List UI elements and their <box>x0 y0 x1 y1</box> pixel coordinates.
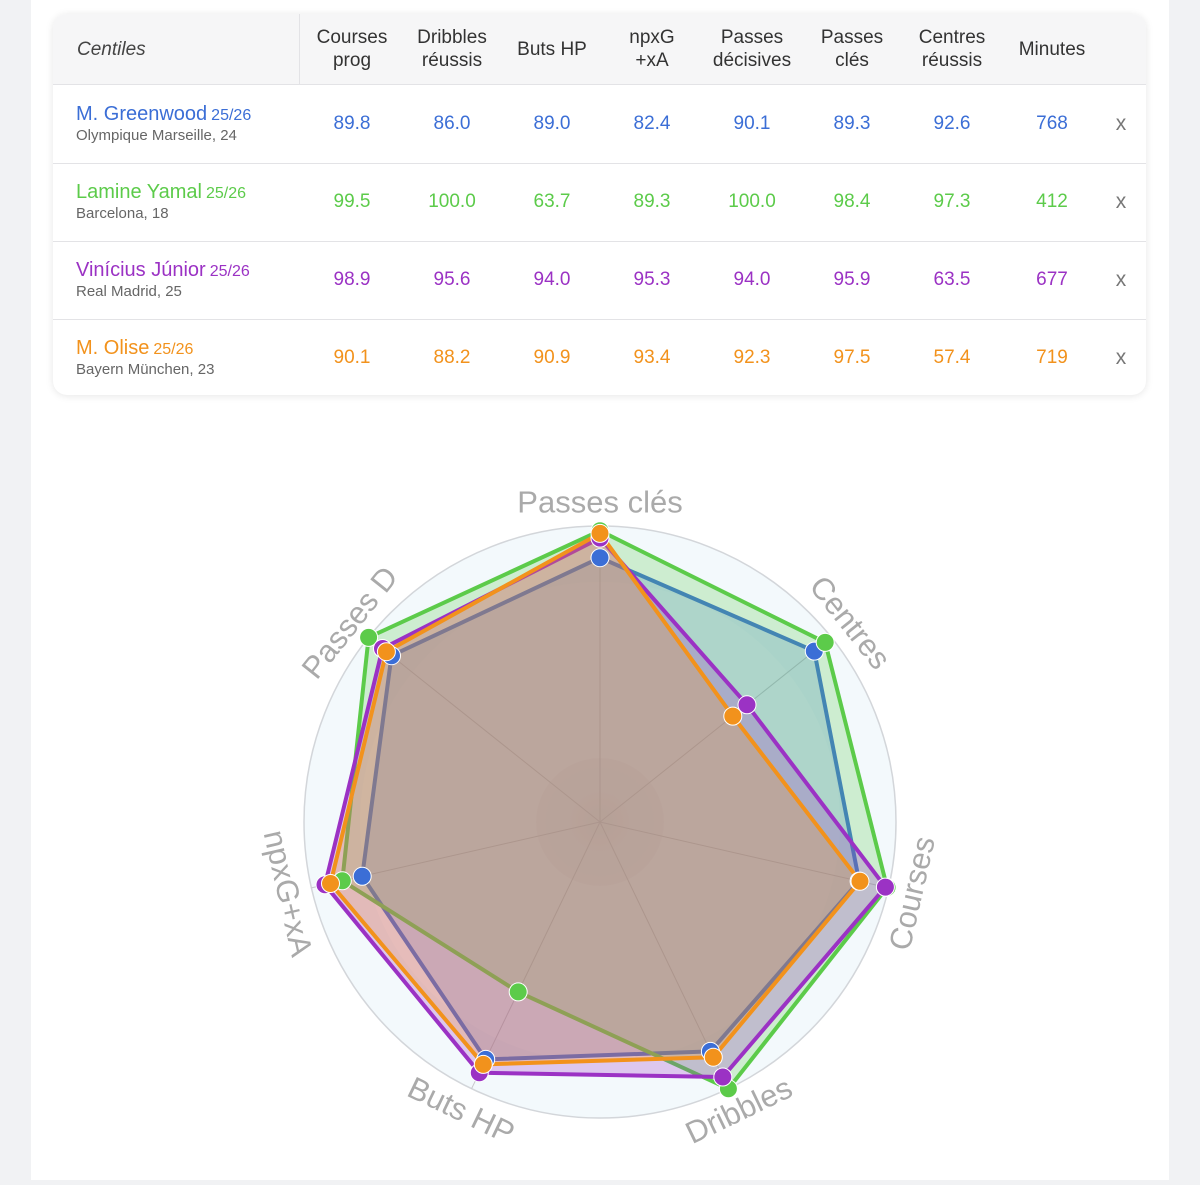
value-cell: 100.0 <box>728 191 776 212</box>
value-cell: 98.4 <box>833 191 871 212</box>
value-cell: 89.3 <box>833 113 871 134</box>
table-row: Lamine Yamal 25/26 Barcelona, 18 99.5 100… <box>53 163 1146 242</box>
radar-point[interactable] <box>590 548 610 568</box>
value-cell: 97.3 <box>933 191 971 212</box>
player-club: Olympique Marseille, 24 <box>76 127 237 144</box>
value-cell: 82.4 <box>633 113 671 134</box>
radar-axis-label: Passes clés <box>517 485 682 520</box>
player-name[interactable]: Vinícius Júnior 25/26 <box>76 259 250 281</box>
radar-point[interactable] <box>473 1054 493 1074</box>
radar-point[interactable] <box>737 695 757 715</box>
percentile-table: Centiles Courses prog Dribbles réussis But… <box>53 14 1146 395</box>
radar-series-m-olise[interactable] <box>328 531 862 1067</box>
value-cell: 90.9 <box>533 347 571 368</box>
value-cell: 90.1 <box>733 113 771 134</box>
radar-point[interactable] <box>713 1067 733 1087</box>
value-cell: 92.6 <box>933 113 971 134</box>
col-header[interactable]: Buts HP <box>517 38 587 60</box>
minutes-cell: 412 <box>1036 191 1068 212</box>
remove-player-button[interactable]: x <box>1115 190 1127 213</box>
value-cell: 97.5 <box>833 347 871 368</box>
value-cell: 95.6 <box>433 269 471 290</box>
radar-point[interactable] <box>352 866 372 886</box>
value-cell: 89.8 <box>333 113 371 134</box>
radar-series-m-greenwood[interactable] <box>360 555 862 1062</box>
radar-spoke <box>368 637 601 823</box>
remove-player-button[interactable]: x <box>1115 112 1127 135</box>
radar-spoke <box>471 821 601 1089</box>
value-cell: 92.3 <box>733 347 771 368</box>
corner-label: Centiles <box>77 38 146 60</box>
value-cell: 93.4 <box>633 347 671 368</box>
radar-point[interactable] <box>875 877 895 897</box>
radar-point[interactable] <box>376 642 396 662</box>
col-header[interactable]: Passes clés <box>820 27 884 71</box>
table-row: M. Greenwood 25/26 Olympique Marseille, 2… <box>53 85 1146 164</box>
player-name[interactable]: Lamine Yamal 25/26 <box>76 181 247 203</box>
col-header[interactable]: Dribbles réussis <box>417 27 487 71</box>
player-name[interactable]: M. Olise 25/26 <box>76 337 194 359</box>
col-header[interactable]: Centres réussis <box>918 27 986 71</box>
player-club: Barcelona, 18 <box>76 205 169 222</box>
header-divider <box>299 14 300 84</box>
radar-spoke <box>599 637 832 823</box>
value-cell: 90.1 <box>333 347 371 368</box>
radar-point[interactable] <box>723 706 743 726</box>
value-cell: 89.0 <box>533 113 571 134</box>
radar-spoke <box>599 821 889 889</box>
table-row: Vinícius Júnior 25/26 Real Madrid, 25 98.… <box>53 241 1146 320</box>
col-header[interactable]: Courses prog <box>316 27 388 71</box>
col-header[interactable]: Passes décisives <box>712 27 792 71</box>
radar-point[interactable] <box>508 982 528 1002</box>
radar-point[interactable] <box>815 632 835 652</box>
table-header: Centiles Courses prog Dribbles réussis But… <box>53 14 1146 85</box>
radar-point[interactable] <box>359 627 379 647</box>
remove-player-button[interactable]: x <box>1115 268 1127 291</box>
col-header[interactable]: Minutes <box>1018 38 1086 60</box>
value-cell: 88.2 <box>433 347 471 368</box>
value-cell: 95.3 <box>633 269 671 290</box>
minutes-cell: 677 <box>1036 269 1068 290</box>
value-cell: 86.0 <box>433 113 471 134</box>
player-club: Real Madrid, 25 <box>76 283 182 300</box>
radar-point[interactable] <box>850 871 870 891</box>
col-header[interactable]: npxG +xA <box>629 27 675 71</box>
table-row: M. Olise 25/26 Bayern München, 23 90.1 88… <box>53 319 1146 395</box>
radar-point[interactable] <box>590 523 610 543</box>
player-club: Bayern München, 23 <box>76 361 215 378</box>
value-cell: 98.9 <box>333 269 371 290</box>
value-cell: 100.0 <box>428 191 476 212</box>
minutes-cell: 768 <box>1036 113 1068 134</box>
radar-point[interactable] <box>703 1047 723 1067</box>
value-cell: 89.3 <box>633 191 671 212</box>
value-cell: 94.0 <box>733 269 771 290</box>
value-cell: 99.5 <box>333 191 371 212</box>
value-cell: 95.9 <box>833 269 871 290</box>
radar-series-lamine-yamal[interactable] <box>340 528 890 1091</box>
player-name[interactable]: M. Greenwood 25/26 <box>76 103 252 125</box>
value-cell: 57.4 <box>933 347 971 368</box>
radar-point[interactable] <box>321 874 340 893</box>
minutes-cell: 719 <box>1036 347 1068 368</box>
value-cell: 63.5 <box>933 269 971 290</box>
remove-player-button[interactable]: x <box>1115 346 1127 369</box>
radar-series-vin-cius-j-nior[interactable] <box>323 536 888 1079</box>
value-cell: 63.7 <box>533 191 571 212</box>
value-cell: 94.0 <box>533 269 571 290</box>
